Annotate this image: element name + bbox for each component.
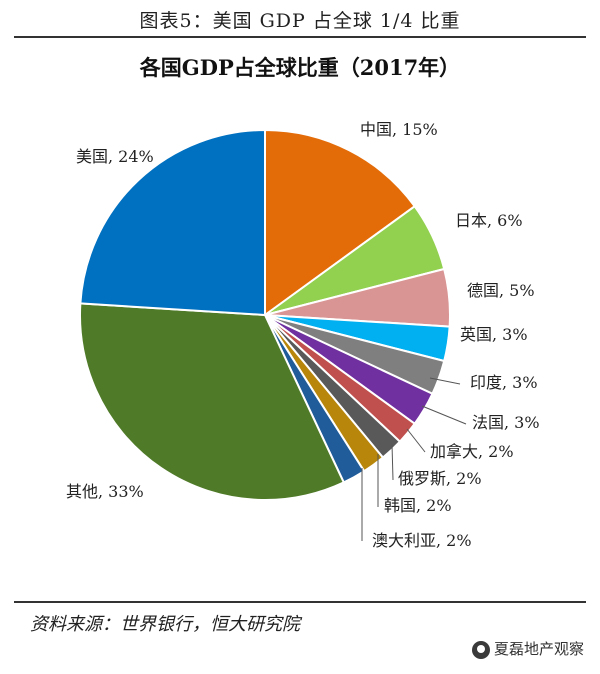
wechat-icon: [471, 640, 490, 659]
slice-label-3: 德国, 5%: [467, 281, 535, 300]
slice-label-5: 印度, 3%: [470, 373, 538, 392]
pie-slice-11: [79, 302, 346, 501]
pie-chart: 中国, 15% 日本, 6% 德国, 5% 英国, 3% 印度, 3% 法国, 3% 加拿大…: [66, 120, 540, 550]
slice-label-1: 中国, 15%: [360, 120, 438, 139]
leader-line-8: [391, 443, 394, 481]
chart-title: 各国GDP占全球比重（2017年）: [139, 55, 461, 80]
bottom-divider: [14, 601, 586, 603]
slice-label-6: 法国, 3%: [472, 413, 540, 432]
leader-line-7: [406, 428, 426, 453]
slice-label-4: 英国, 3%: [460, 325, 528, 344]
figure-header: 图表5：美国 GDP 占全球 1/4 比重: [0, 0, 600, 36]
slice-label-7: 加拿大, 2%: [430, 442, 514, 461]
pie-slice-1: [264, 128, 417, 317]
slice-label-9: 韩国, 2%: [384, 496, 452, 515]
slice-label-2: 日本, 6%: [455, 211, 523, 230]
slice-label-12: 美国, 24%: [76, 147, 154, 166]
watermark: 夏磊地产观察: [471, 638, 584, 659]
top-divider: [14, 36, 586, 38]
pie-slice-12: [79, 128, 266, 317]
figure-caption: 图表5：美国 GDP 占全球 1/4 比重: [139, 10, 461, 32]
slice-label-11: 其他, 33%: [66, 482, 144, 501]
source-note: 资料来源：世界银行，恒大研究院: [30, 614, 300, 635]
slice-label-10: 澳大利亚, 2%: [372, 531, 472, 550]
leader-line-6: [421, 405, 467, 425]
slice-label-8: 俄罗斯, 2%: [398, 469, 482, 488]
watermark-text: 夏磊地产观察: [493, 640, 584, 658]
leader-line-5: [429, 377, 461, 385]
